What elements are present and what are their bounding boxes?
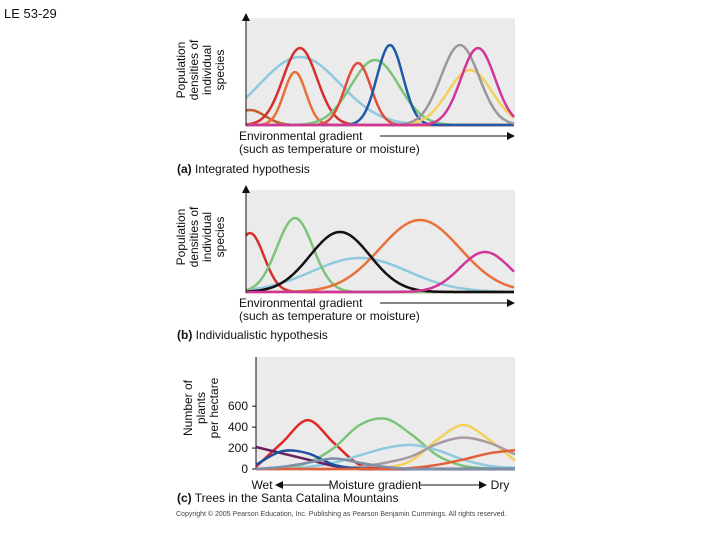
chart-c: 0 200 400 600: [228, 357, 516, 476]
curve: [245, 256, 514, 294]
plot-bg: [246, 190, 515, 292]
copyright: Copyright © 2005 Pearson Education, Inc.…: [176, 510, 506, 518]
curve: [246, 250, 515, 294]
page-label: LE 53-29: [4, 6, 57, 21]
x-end-label: Dry: [491, 478, 510, 492]
y-label-a: Population densities of individual speci…: [174, 39, 227, 100]
caption-text: Individualistic hypothesis: [196, 328, 328, 342]
y-tick-label: 600: [228, 399, 248, 413]
y-label-line: Population: [174, 209, 188, 266]
y-label-line: densities of: [187, 39, 201, 100]
y-label-line: densities of: [187, 206, 201, 267]
y-label-line: individual: [200, 45, 214, 95]
y-label-b: Population densities of individual speci…: [174, 206, 227, 267]
plot-bg: [246, 18, 515, 125]
y-label-line: Number of: [181, 379, 195, 436]
caption-letter: (a): [177, 162, 192, 176]
caption-letter: (c): [177, 491, 192, 505]
y-tick-label: 200: [228, 441, 248, 455]
x-label: (such as temperature or moisture): [239, 309, 420, 323]
caption-letter: (b): [177, 328, 192, 342]
y-label-line: plants: [194, 392, 208, 424]
caption-text: Integrated hypothesis: [195, 162, 310, 176]
series-line: [255, 457, 515, 471]
y-label-line: species: [213, 50, 227, 91]
x-start-label: Wet: [251, 478, 273, 492]
curve: [245, 230, 514, 294]
x-label: Environmental gradient: [239, 129, 363, 143]
plot-bg: [256, 357, 515, 470]
x-label: Moisture gradient: [329, 478, 422, 492]
curve: [246, 46, 515, 127]
x-label: (such as temperature or moisture): [239, 142, 420, 156]
y-label-line: individual: [200, 212, 214, 262]
y-tick-label: 400: [228, 420, 248, 434]
y-tick-label: 0: [241, 462, 248, 476]
y-label-line: Population: [174, 42, 188, 99]
series-line: [255, 443, 516, 471]
caption: (c) Trees in the Santa Catalina Mountain…: [177, 491, 398, 505]
curves-a: [245, 43, 515, 127]
series-line: [256, 448, 516, 471]
y-label-c: Number of plants per hectare: [181, 377, 221, 438]
curves-b: [245, 216, 515, 294]
caption: (a) Integrated hypothesis: [177, 162, 310, 176]
caption: (b) Individualistic hypothesis: [177, 328, 328, 342]
x-label: Environmental gradient: [239, 296, 363, 310]
caption-text: Trees in the Santa Catalina Mountains: [195, 491, 399, 505]
y-label-line: species: [213, 217, 227, 258]
y-label-line: per hectare: [207, 377, 221, 438]
